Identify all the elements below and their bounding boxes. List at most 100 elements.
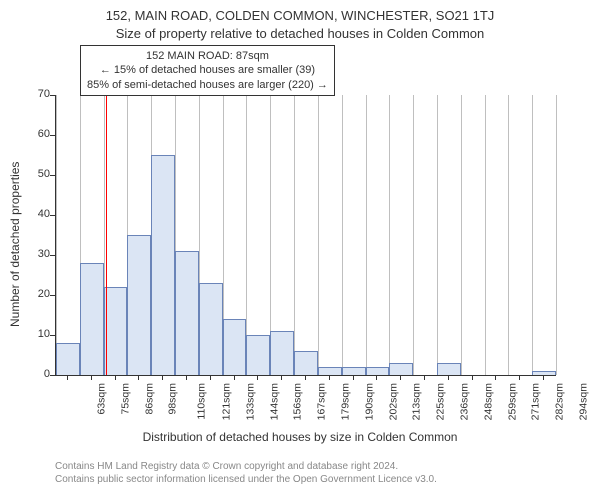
x-tick-label: 63sqm	[95, 383, 107, 415]
y-tick-mark	[50, 255, 55, 256]
x-tick-label: 282sqm	[554, 383, 566, 420]
attribution-text: Contains HM Land Registry data © Crown c…	[55, 460, 437, 486]
histogram-bar	[151, 155, 175, 375]
histogram-bar	[342, 367, 366, 375]
x-grid-line	[413, 95, 414, 375]
x-tick-mark	[257, 375, 258, 380]
y-tick-label: 70	[20, 88, 50, 100]
x-tick-label: 259sqm	[506, 383, 518, 420]
x-tick-mark	[472, 375, 473, 380]
x-tick-label: 110sqm	[196, 383, 208, 420]
x-grid-line	[56, 95, 57, 375]
y-tick-label: 0	[20, 368, 50, 380]
x-tick-mark	[281, 375, 282, 380]
x-tick-label: 144sqm	[268, 383, 280, 420]
x-grid-line	[294, 95, 295, 375]
x-tick-mark	[353, 375, 354, 380]
histogram-bar	[532, 371, 556, 375]
y-tick-mark	[50, 95, 55, 96]
x-tick-label: 294sqm	[577, 383, 589, 420]
reference-line	[106, 95, 107, 375]
histogram-bar	[246, 335, 270, 375]
chart-subtitle: Size of property relative to detached ho…	[0, 26, 600, 41]
x-tick-mark	[115, 375, 116, 380]
y-tick-mark	[50, 335, 55, 336]
histogram-bar	[104, 287, 128, 375]
y-tick-mark	[50, 135, 55, 136]
x-tick-label: 156sqm	[292, 383, 304, 420]
annotation-line-1: 152 MAIN ROAD: 87sqm	[87, 49, 328, 63]
annotation-line-2: ← 15% of detached houses are smaller (39…	[87, 63, 328, 77]
histogram-bar	[56, 343, 80, 375]
histogram-bar	[80, 263, 104, 375]
histogram-bar	[318, 367, 342, 375]
x-grid-line	[461, 95, 462, 375]
x-tick-label: 86sqm	[143, 383, 155, 415]
x-grid-line	[246, 95, 247, 375]
x-tick-mark	[329, 375, 330, 380]
annotation-box: 152 MAIN ROAD: 87sqm ← 15% of detached h…	[80, 45, 335, 96]
y-tick-mark	[50, 215, 55, 216]
x-tick-mark	[376, 375, 377, 380]
x-tick-label: 190sqm	[363, 383, 375, 420]
histogram-bar	[270, 331, 294, 375]
y-tick-label: 60	[20, 128, 50, 140]
histogram-bar	[437, 363, 461, 375]
x-tick-mark	[186, 375, 187, 380]
y-tick-mark	[50, 295, 55, 296]
histogram-bar	[366, 367, 390, 375]
y-tick-mark	[50, 175, 55, 176]
x-grid-line	[342, 95, 343, 375]
x-tick-mark	[424, 375, 425, 380]
x-tick-label: 271sqm	[530, 383, 542, 420]
plot-area	[55, 95, 556, 376]
histogram-bar	[199, 283, 223, 375]
x-tick-label: 179sqm	[339, 383, 351, 420]
x-tick-label: 167sqm	[316, 383, 328, 420]
histogram-bar	[223, 319, 247, 375]
x-grid-line	[508, 95, 509, 375]
y-tick-label: 20	[20, 288, 50, 300]
x-tick-label: 236sqm	[458, 383, 470, 420]
x-tick-mark	[234, 375, 235, 380]
x-grid-line	[437, 95, 438, 375]
x-tick-mark	[400, 375, 401, 380]
attribution-line-1: Contains HM Land Registry data © Crown c…	[55, 460, 437, 473]
chart-title: 152, MAIN ROAD, COLDEN COMMON, WINCHESTE…	[0, 8, 600, 23]
x-tick-mark	[162, 375, 163, 380]
y-tick-mark	[50, 375, 55, 376]
histogram-bar	[389, 363, 413, 375]
y-tick-label: 40	[20, 208, 50, 220]
y-tick-label: 30	[20, 248, 50, 260]
x-tick-mark	[210, 375, 211, 380]
annotation-line-3: 85% of semi-detached houses are larger (…	[87, 78, 328, 92]
x-axis-label: Distribution of detached houses by size …	[0, 430, 600, 444]
x-tick-label: 121sqm	[220, 383, 232, 420]
histogram-bar	[294, 351, 318, 375]
x-grid-line	[318, 95, 319, 375]
x-tick-mark	[448, 375, 449, 380]
x-tick-label: 213sqm	[411, 383, 423, 420]
attribution-line-2: Contains public sector information licen…	[55, 473, 437, 486]
y-tick-label: 50	[20, 168, 50, 180]
x-tick-mark	[138, 375, 139, 380]
x-tick-label: 133sqm	[244, 383, 256, 420]
x-grid-line	[485, 95, 486, 375]
x-grid-line	[366, 95, 367, 375]
x-tick-label: 202sqm	[387, 383, 399, 420]
y-tick-label: 10	[20, 328, 50, 340]
x-tick-mark	[305, 375, 306, 380]
x-tick-mark	[519, 375, 520, 380]
x-tick-mark	[67, 375, 68, 380]
x-grid-line	[389, 95, 390, 375]
x-tick-label: 248sqm	[482, 383, 494, 420]
histogram-bar	[127, 235, 151, 375]
x-tick-mark	[495, 375, 496, 380]
x-tick-label: 98sqm	[167, 383, 179, 415]
x-tick-label: 75sqm	[119, 383, 131, 415]
histogram-bar	[175, 251, 199, 375]
x-tick-mark	[543, 375, 544, 380]
x-tick-label: 225sqm	[435, 383, 447, 420]
x-grid-line	[556, 95, 557, 375]
x-tick-mark	[91, 375, 92, 380]
